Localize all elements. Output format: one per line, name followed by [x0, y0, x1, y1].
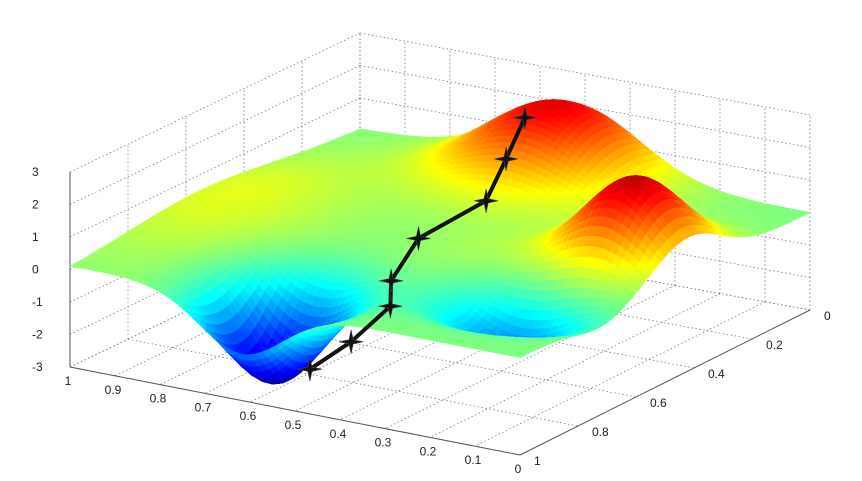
x-tick-label: 0.2	[420, 444, 437, 458]
x-tick-label: 0.3	[375, 436, 392, 450]
y-tick-label: 0.8	[592, 425, 609, 439]
path-point-marker	[297, 357, 322, 382]
path-line	[308, 116, 527, 371]
surface-mesh	[69, 99, 811, 385]
y-axis-line	[519, 309, 811, 456]
tick-labels: -3-2-1012300.10.20.30.40.50.60.70.80.910…	[32, 165, 831, 476]
path-point-marker	[379, 268, 404, 293]
x-tick-label: 0.9	[105, 383, 122, 397]
gridline-floor-y	[127, 338, 579, 427]
gridline-right-wall-z	[359, 32, 811, 116]
x-tick-label: 0.8	[150, 392, 167, 406]
gridline-floor-x	[339, 276, 631, 421]
gridline-back-wall-z	[69, 65, 361, 205]
path-point-marker	[406, 226, 431, 251]
z-tick-label: 3	[32, 165, 39, 179]
y-tick-label: 0.4	[708, 367, 725, 381]
gridline-back-wall-z	[69, 97, 361, 238]
z-tick-label: 2	[32, 198, 39, 212]
path-point-marker	[378, 294, 403, 319]
z-tick-label: 0	[32, 263, 39, 277]
path-point-marker	[339, 329, 364, 354]
z-tick-label: -1	[32, 295, 43, 309]
z-tick-label: 1	[32, 230, 39, 244]
x-tick-label: 0	[515, 462, 522, 476]
x-tick-label: 0.6	[240, 409, 257, 423]
x-tick-label: 0.1	[465, 453, 482, 467]
z-tick-label: -2	[32, 328, 43, 342]
x-axis-line	[69, 366, 521, 456]
y-tick-label: 0.2	[766, 338, 783, 352]
path-point-marker	[474, 188, 499, 213]
path-point-marker	[494, 146, 519, 172]
descent-path	[297, 105, 537, 382]
x-tick-label: 0.7	[195, 400, 212, 414]
y-tick-label: 1	[534, 454, 541, 468]
x-tick-label: 0.5	[285, 418, 302, 432]
y-tick-label: 0.6	[650, 396, 667, 410]
path-point-marker	[512, 105, 537, 130]
x-tick-label: 1	[65, 374, 72, 388]
z-tick-label: -3	[32, 360, 43, 374]
gridline-back-wall-z	[69, 32, 361, 173]
x-tick-label: 0.4	[330, 427, 347, 441]
y-tick-label: 0	[824, 309, 831, 323]
